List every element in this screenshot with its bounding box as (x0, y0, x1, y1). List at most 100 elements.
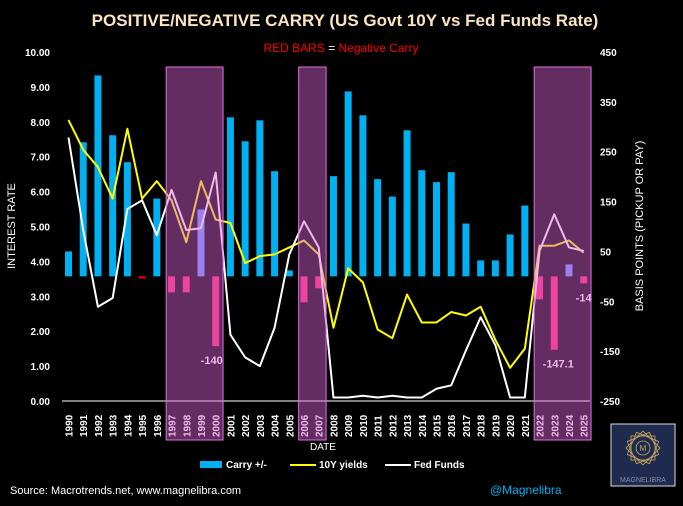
magnelibra-logo: M MAGNELIBRA (610, 423, 676, 487)
carry-bar-1996 (153, 198, 161, 277)
carry-bar-2023 (550, 276, 558, 350)
y-tick-label: 6.00 (31, 188, 51, 199)
negative-carry-period-1997-2000 (165, 66, 224, 441)
carry-bar-2010 (359, 115, 367, 277)
x-tick-label: 2017 (462, 414, 473, 437)
carry-bar-2000 (212, 276, 220, 347)
carry-bar-2016 (447, 172, 455, 277)
carry-bar-2024 (565, 264, 573, 277)
carry-bar-2018 (477, 260, 485, 277)
carry-bar-2004 (271, 171, 279, 277)
x-tick-label: 1994 (123, 414, 134, 437)
x-tick-label: 2003 (256, 414, 267, 437)
subtitle-red-bars: RED BARS (263, 41, 324, 55)
x-tick-label: 2002 (241, 414, 252, 437)
source-text: Source: Macrotrends.net, www.magnelibra.… (10, 485, 241, 497)
x-tick-label: 2015 (433, 414, 444, 437)
twitter-handle[interactable]: @Magnelibra (490, 483, 562, 497)
carry-bar-2020 (506, 234, 514, 277)
carry-bar-2007 (315, 276, 323, 289)
logo-text: MAGNELIBRA (620, 477, 666, 484)
y-tick-label: 5.00 (31, 223, 51, 234)
carry-bar-2003 (256, 120, 264, 277)
x-tick-label: 2007 (315, 414, 326, 437)
subtitle-equals: = (325, 41, 339, 55)
y-tick-label: 2.00 (31, 327, 51, 338)
legend: Carry +/- 10Y yields Fed Funds (200, 460, 465, 471)
x-tick-label: 1992 (94, 414, 105, 437)
carry-bar-2009 (344, 91, 352, 277)
y2-tick-label: 250 (600, 148, 617, 159)
x-tick-label: 2005 (285, 414, 296, 437)
carry-bar-2002 (241, 141, 249, 277)
x-tick-label: 2025 (580, 414, 591, 437)
carry-bar-2022 (536, 276, 544, 300)
y-tick-label: 4.00 (31, 257, 51, 268)
x-tick-label: 2008 (329, 414, 340, 437)
data-label-2025: -14 (576, 292, 593, 304)
data-label-2000: -140 (201, 355, 223, 367)
y2-tick-label: -50 (600, 297, 615, 308)
x-tick-label: 2023 (550, 414, 561, 437)
legend-label-carry: Carry +/- (226, 460, 267, 471)
carry-bar-1999 (197, 209, 205, 277)
chart-subtitle: RED BARS = Negative Carry (263, 41, 418, 55)
y-tick-label: 10.00 (25, 48, 50, 59)
y2-tick-label: 350 (600, 98, 617, 109)
x-tick-label: 2011 (374, 415, 385, 437)
carry-bar-2021 (521, 205, 529, 277)
carry-bar-2005 (285, 270, 293, 277)
x-tick-label: 2000 (212, 414, 223, 437)
carry-bar-2011 (374, 179, 382, 277)
carry-bar-2015 (433, 182, 440, 277)
carry-bar-2017 (462, 223, 470, 277)
x-tick-label: 2022 (536, 414, 547, 437)
y-tick-label: 3.00 (31, 292, 51, 303)
chart-title: POSITIVE/NEGATIVE CARRY (US Govt 10Y vs … (92, 11, 599, 30)
legend-label-10y: 10Y yields (319, 460, 368, 471)
carry-bar-1997 (168, 276, 176, 293)
y-tick-label: 1.00 (31, 362, 51, 373)
x-tick-label: 2019 (491, 414, 502, 437)
x-tick-label: 1998 (182, 414, 193, 437)
negative-carry-period-2006-2007 (298, 66, 327, 441)
y-tick-label: 7.00 (31, 153, 51, 164)
x-tick-label: 1995 (138, 414, 149, 437)
negative-carry-period-2022-2025 (533, 66, 592, 441)
y-tick-label: 9.00 (31, 83, 51, 94)
svg-text:M: M (640, 444, 647, 453)
y2-tick-label: 150 (600, 198, 617, 209)
y2-axis-label: BASIS POINTS (PICKUP OR PAY) (634, 141, 646, 312)
carry-bar-2013 (403, 130, 411, 277)
carry-bar-1993 (109, 135, 117, 277)
x-tick-label: 2024 (565, 414, 576, 437)
x-tick-label: 2006 (300, 414, 311, 437)
x-tick-label: 2004 (271, 414, 282, 437)
y-axis-label: INTEREST RATE (6, 183, 18, 269)
y-tick-label: 8.00 (31, 118, 51, 129)
x-tick-label: 2021 (521, 414, 532, 437)
x-tick-label: 2018 (477, 414, 488, 437)
carry-bar-1990 (65, 251, 72, 277)
y2-tick-label: 450 (600, 48, 617, 59)
x-tick-label: 2010 (359, 414, 370, 437)
carry-bar-2008 (329, 176, 337, 277)
subtitle-negative-carry: Negative Carry (339, 41, 419, 55)
y2-tick-label: 50 (600, 247, 612, 258)
carry-bar-2001 (226, 117, 234, 277)
carry-bar-1995 (138, 276, 146, 279)
legend-label-fedfunds: Fed Funds (414, 460, 465, 471)
y2-tick-label: -150 (600, 347, 620, 358)
x-tick-label: 1996 (153, 414, 164, 437)
x-tick-label: 1991 (79, 414, 90, 437)
carry-bar-2025 (580, 276, 588, 284)
carry-bar-1992 (94, 75, 102, 277)
y2-tick-label: -250 (600, 397, 620, 408)
carry-bar-2012 (388, 196, 396, 277)
carry-bar-2014 (418, 170, 426, 277)
x-tick-label: 2012 (388, 414, 399, 437)
y-tick-label: 0.00 (31, 397, 51, 408)
legend-swatch-carry (200, 461, 222, 468)
carry-bar-1998 (182, 276, 190, 293)
